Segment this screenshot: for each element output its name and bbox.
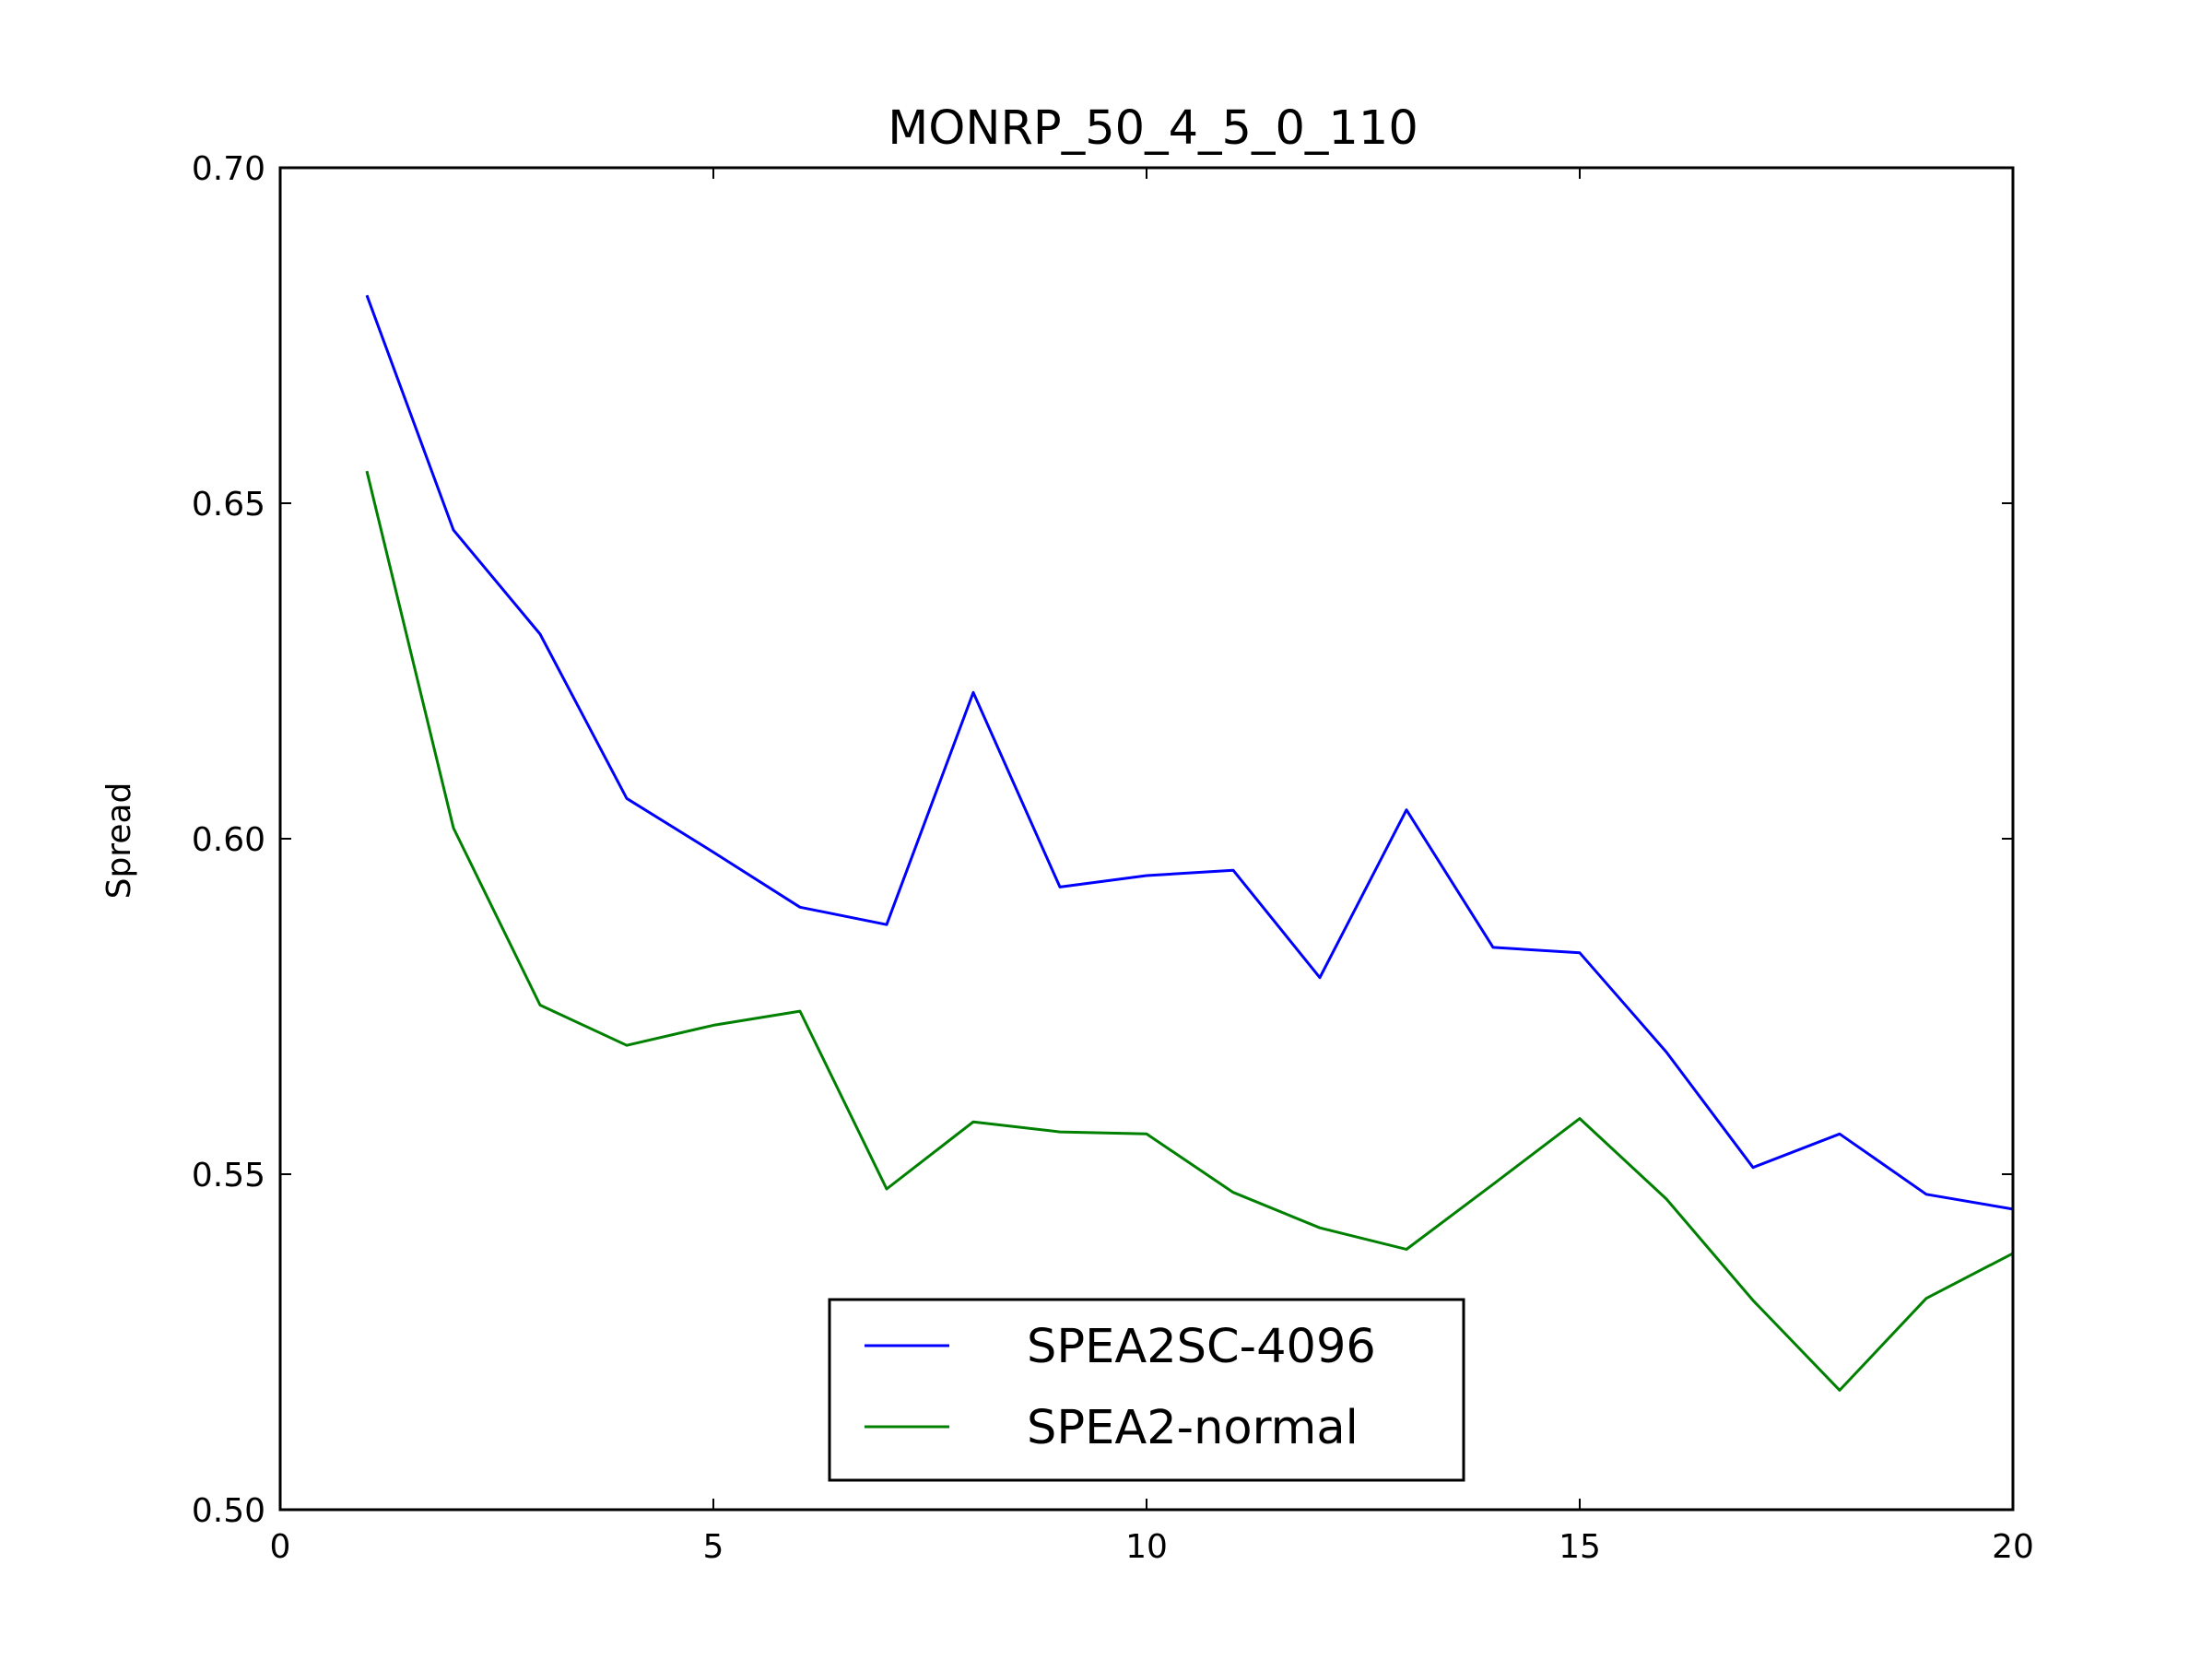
series-lines	[365, 294, 2014, 1392]
legend-box	[828, 1298, 1465, 1482]
chart-title: MONRP_50_4_5_0_110	[888, 101, 1418, 156]
series-line-spea2sc-4096	[365, 294, 2014, 1211]
x-tick-label: 0	[270, 1528, 291, 1566]
y-tick-label: 0.60	[192, 821, 265, 859]
y-tick-label: 0.55	[192, 1157, 265, 1194]
y-tick-label: 0.50	[192, 1492, 265, 1530]
legend-label-spea2sc-4096: SPEA2SC-4096	[1027, 1320, 1376, 1374]
x-tick-label: 15	[1559, 1528, 1601, 1566]
axis-ticks: 0 5 10 15 20 0.50 0.55 0.60 0.65 0.70	[192, 150, 2034, 1566]
y-tick-label: 0.70	[192, 150, 265, 188]
x-tick-label: 5	[703, 1528, 724, 1566]
y-axis-label: Spread	[100, 782, 138, 900]
series-line-spea2-normal	[365, 470, 2014, 1392]
y-tick-label: 0.65	[192, 486, 265, 524]
legend-label-spea2-normal: SPEA2-normal	[1027, 1401, 1359, 1455]
x-tick-label: 10	[1125, 1528, 1168, 1566]
x-tick-label: 20	[1992, 1528, 2034, 1566]
legend: SPEA2SC-4096 SPEA2-normal	[828, 1298, 1465, 1482]
